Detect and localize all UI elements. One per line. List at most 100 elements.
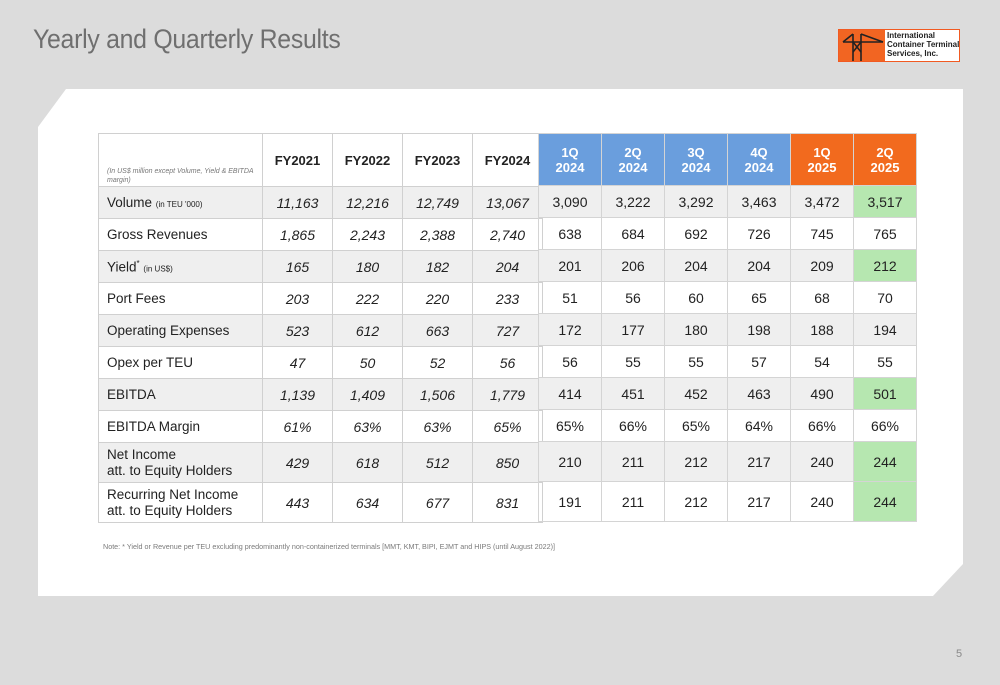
col-fy2024: FY2024 xyxy=(472,133,543,187)
quarterly-value: 3,292 xyxy=(664,185,728,218)
annual-value: 523 xyxy=(262,314,333,347)
quarterly-value: 3,463 xyxy=(727,185,791,218)
table-row: 210 211 212 217 240 244 xyxy=(538,441,917,482)
table-row: Net Income att. to Equity Holders 429 618 51… xyxy=(98,442,543,483)
row-label-unit: (in US$) xyxy=(143,264,173,274)
quarterly-value: 451 xyxy=(601,377,665,410)
col-1q-2025: 1Q 2025 xyxy=(790,133,854,186)
row-label-line2: att. to Equity Holders xyxy=(107,462,233,478)
annual-value: 203 xyxy=(262,282,333,315)
annual-value: 850 xyxy=(472,442,543,483)
annual-value: 12,749 xyxy=(402,186,473,219)
quarterly-value: 3,517 xyxy=(853,185,917,218)
quarterly-value: 212 xyxy=(664,481,728,522)
crane-logo-icon xyxy=(839,30,885,61)
table-row: 3,090 3,222 3,292 3,463 3,472 3,517 xyxy=(538,185,917,218)
col-4q-2024: 4Q 2024 xyxy=(727,133,791,186)
quarterly-value: 217 xyxy=(727,441,791,482)
quarterly-value: 765 xyxy=(853,217,917,250)
logo-text: International Container Terminal Service… xyxy=(887,31,959,58)
table-row: Volume (in TEU '000) 11,163 12,216 12,749 13… xyxy=(98,186,543,219)
annual-value: 204 xyxy=(472,250,543,283)
quarterly-value: 501 xyxy=(853,377,917,410)
quarterly-value: 180 xyxy=(664,313,728,346)
row-label: Port Fees xyxy=(98,282,263,315)
table-row: EBITDA Margin 61% 63% 63% 65% xyxy=(98,410,543,443)
row-label-unit: (in TEU '000) xyxy=(155,200,203,209)
table-row: 201 206 204 204 209 212 xyxy=(538,249,917,282)
annual-value: 52 xyxy=(402,346,473,379)
quarterly-value: 414 xyxy=(538,377,602,410)
quarterly-value: 201 xyxy=(538,249,602,282)
quarterly-value: 244 xyxy=(853,441,917,482)
quarterly-value: 194 xyxy=(853,313,917,346)
units-note: (In US$ million except Volume, Yield & E… xyxy=(98,133,263,187)
annual-value: 443 xyxy=(262,482,333,523)
row-label-text: EBITDA xyxy=(107,387,156,402)
annual-value: 663 xyxy=(402,314,473,347)
quarterly-value: 198 xyxy=(727,313,791,346)
quarterly-value: 57 xyxy=(727,345,791,378)
annual-value: 1,506 xyxy=(402,378,473,411)
annual-value: 180 xyxy=(332,250,403,283)
annual-value: 63% xyxy=(332,410,403,443)
company-logo: International Container Terminal Service… xyxy=(838,29,960,62)
row-label-text: Opex per TEU xyxy=(107,355,194,370)
row-label-text: Operating Expenses xyxy=(107,323,230,338)
quarterly-value: 209 xyxy=(790,249,854,282)
quarterly-value: 3,472 xyxy=(790,185,854,218)
quarterly-value: 206 xyxy=(601,249,665,282)
annual-value: 11,163 xyxy=(262,186,333,219)
row-label: Net Income att. to Equity Holders xyxy=(98,442,263,483)
quarterly-value: 745 xyxy=(790,217,854,250)
annual-value: 1,139 xyxy=(262,378,333,411)
table-row: Recurring Net Income att. to Equity Holde… xyxy=(98,482,543,523)
quarterly-value: 452 xyxy=(664,377,728,410)
annual-value: 13,067 xyxy=(472,186,543,219)
quarterly-value: 212 xyxy=(664,441,728,482)
annual-value: 63% xyxy=(402,410,473,443)
annual-value: 429 xyxy=(262,442,333,483)
quarterly-value: 191 xyxy=(538,481,602,522)
annual-results-table: (In US$ million except Volume, Yield & E… xyxy=(98,133,543,523)
annual-value: 1,865 xyxy=(262,218,333,251)
table-row: 51 56 60 65 68 70 xyxy=(538,281,917,314)
col-2q-2024: 2Q 2024 xyxy=(601,133,665,186)
annual-value: 727 xyxy=(472,314,543,347)
quarterly-value: 3,090 xyxy=(538,185,602,218)
row-label-text: Yield xyxy=(107,259,137,275)
quarterly-value: 211 xyxy=(601,441,665,482)
annual-value: 677 xyxy=(402,482,473,523)
quarterly-value: 692 xyxy=(664,217,728,250)
annual-value: 2,740 xyxy=(472,218,543,251)
quarterly-value: 3,222 xyxy=(601,185,665,218)
quarterly-value: 638 xyxy=(538,217,602,250)
table-row: Yield* (in US$) 165 180 182 204 xyxy=(98,250,543,283)
table-row: Operating Expenses 523 612 663 727 xyxy=(98,314,543,347)
col-2q-2025: 2Q 2025 xyxy=(853,133,917,186)
quarterly-value: 211 xyxy=(601,481,665,522)
annual-value: 2,243 xyxy=(332,218,403,251)
table-header-row: 1Q 2024 2Q 2024 3Q 2024 4Q 2024 1Q 2025 2Q 202… xyxy=(538,133,917,186)
annual-value: 618 xyxy=(332,442,403,483)
quarterly-value: 177 xyxy=(601,313,665,346)
quarterly-value: 244 xyxy=(853,481,917,522)
table-row: Opex per TEU 47 50 52 56 xyxy=(98,346,543,379)
row-label: Operating Expenses xyxy=(98,314,263,347)
quarterly-value: 66% xyxy=(853,409,917,442)
annual-value: 50 xyxy=(332,346,403,379)
quarterly-value: 726 xyxy=(727,217,791,250)
quarterly-value: 490 xyxy=(790,377,854,410)
row-label: Opex per TEU xyxy=(98,346,263,379)
row-label: EBITDA Margin xyxy=(98,410,263,443)
quarterly-value: 56 xyxy=(538,345,602,378)
quarterly-value: 240 xyxy=(790,481,854,522)
row-label-footnote-mark: * xyxy=(136,258,140,268)
annual-value: 65% xyxy=(472,410,543,443)
quarterly-value: 55 xyxy=(601,345,665,378)
row-label-text: Port Fees xyxy=(107,291,166,306)
annual-value: 1,409 xyxy=(332,378,403,411)
col-fy2022: FY2022 xyxy=(332,133,403,187)
col-fy2021: FY2021 xyxy=(262,133,333,187)
row-label: Yield* (in US$) xyxy=(98,250,263,283)
